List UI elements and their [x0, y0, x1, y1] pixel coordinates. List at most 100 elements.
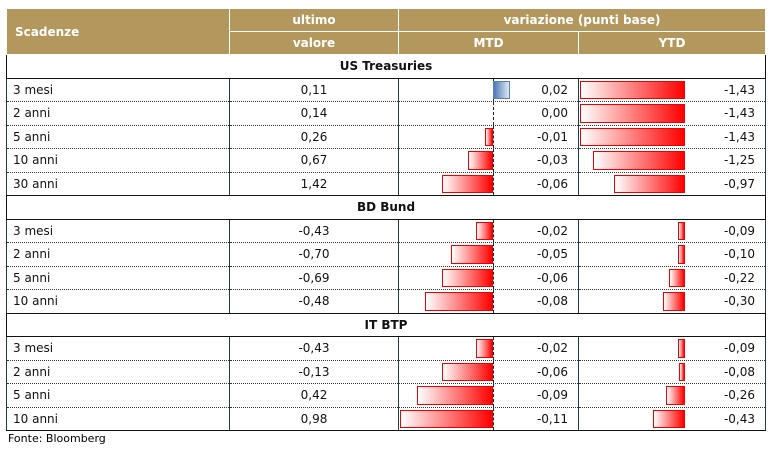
header-variazione: variazione (punti base): [397, 8, 767, 32]
mtd-axis: [493, 407, 494, 430]
mtd-value: -0,08: [536, 294, 568, 308]
mtd-value: -0,02: [536, 341, 568, 355]
ytd-value: -0,08: [723, 364, 756, 379]
mtd-cell: -0,02: [398, 336, 579, 361]
source-note: Fonte: Bloomberg: [8, 432, 106, 445]
mtd-value: -0,06: [536, 364, 568, 379]
section-header: IT BTP: [5, 312, 767, 337]
ytd-bar: [665, 386, 685, 405]
ytd-bar: [593, 151, 685, 170]
last-value: 0,14: [229, 101, 399, 126]
table-row: 10 anni -0,48 -0,08 -0,30: [6, 289, 767, 314]
ytd-cell: -0,09: [577, 336, 767, 361]
mtd-cell: -0,08: [398, 289, 579, 314]
mtd-bar: [442, 268, 493, 287]
mtd-value: -0,06: [536, 270, 568, 285]
mtd-bar: [493, 80, 510, 99]
mtd-axis: [493, 219, 494, 242]
ytd-bar: [613, 174, 685, 193]
table-row: 5 anni 0,26 -0,01 -1,43: [6, 125, 767, 149]
ytd-value: -1,43: [723, 106, 756, 120]
ytd-value: -0,09: [723, 341, 756, 355]
ytd-bar: [678, 339, 685, 358]
mtd-value: 0,00: [541, 106, 568, 120]
ytd-cell: -0,09: [577, 219, 767, 243]
mtd-bar: [467, 151, 493, 170]
mtd-value: -0,06: [536, 176, 568, 191]
header-ytd: YTD: [577, 31, 767, 55]
ytd-bar: [580, 127, 685, 146]
mtd-cell: -0,09: [398, 383, 579, 408]
mtd-axis: [493, 243, 494, 266]
maturity-label: 10 anni: [6, 407, 230, 431]
maturity-label: 5 anni: [6, 125, 230, 149]
mtd-axis: [493, 102, 494, 125]
ytd-bar: [580, 80, 685, 99]
mtd-axis: [493, 337, 494, 360]
ytd-cell: -0,08: [577, 360, 767, 384]
ytd-cell: -0,22: [577, 266, 767, 290]
ytd-bar: [677, 245, 685, 264]
ytd-cell: -0,43: [577, 407, 767, 431]
ytd-value: -1,25: [723, 153, 756, 167]
mtd-cell: -0,03: [398, 148, 579, 173]
mtd-cell: -0,06: [398, 266, 579, 290]
maturity-label: 10 anni: [6, 289, 230, 314]
mtd-axis: [493, 290, 494, 313]
last-value: -0,70: [229, 242, 399, 267]
table-row: 3 mesi -0,43 -0,02 -0,09: [6, 336, 767, 361]
ytd-value: -1,43: [723, 129, 756, 144]
mtd-axis: [493, 125, 494, 148]
table-row: 10 anni 0,67 -0,03 -1,25: [6, 148, 767, 173]
ytd-cell: -1,43: [577, 101, 767, 126]
last-value: 0,98: [229, 407, 399, 431]
yields-table: Scadenze ultimo variazione (punti base) …: [5, 8, 767, 431]
ytd-cell: -1,43: [577, 78, 767, 102]
mtd-cell: -0,01: [398, 125, 579, 149]
last-value: -0,69: [229, 266, 399, 290]
maturity-label: 2 anni: [6, 101, 230, 126]
ytd-bar: [678, 221, 685, 240]
section-header: BD Bund: [5, 195, 767, 220]
ytd-value: -0,22: [723, 270, 756, 285]
ytd-bar: [668, 268, 685, 287]
mtd-axis: [493, 360, 494, 383]
ytd-value: -0,97: [723, 176, 756, 191]
ytd-cell: -0,10: [577, 242, 767, 267]
mtd-bar: [400, 409, 493, 428]
last-value: -0,43: [229, 336, 399, 361]
ytd-cell: -0,30: [577, 289, 767, 314]
mtd-cell: 0,02: [398, 78, 579, 102]
mtd-cell: -0,05: [398, 242, 579, 267]
header-mtd: MTD: [398, 31, 579, 55]
mtd-bar: [442, 362, 493, 381]
ytd-value: -0,26: [723, 388, 756, 402]
maturity-label: 5 anni: [6, 266, 230, 290]
ytd-cell: -1,43: [577, 125, 767, 149]
mtd-bar: [484, 127, 493, 146]
last-value: -0,13: [229, 360, 399, 384]
maturity-label: 10 anni: [6, 148, 230, 173]
ytd-bar: [679, 362, 685, 381]
mtd-axis: [493, 172, 494, 195]
mtd-value: -0,05: [536, 247, 568, 261]
ytd-bar: [653, 409, 685, 428]
last-value: -0,43: [229, 219, 399, 243]
ytd-bar: [662, 292, 685, 311]
maturity-label: 2 anni: [6, 360, 230, 384]
ytd-cell: -0,97: [577, 172, 767, 196]
table-row: 5 anni 0,42 -0,09 -0,26: [6, 383, 767, 408]
table-row: 2 anni -0,13 -0,06 -0,08: [6, 360, 767, 384]
mtd-value: -0,02: [536, 223, 568, 238]
section-header: US Treasuries: [5, 54, 767, 79]
mtd-axis: [493, 384, 494, 407]
table-row: 3 mesi -0,43 -0,02 -0,09: [6, 219, 767, 243]
ytd-value: -0,09: [723, 223, 756, 238]
last-value: 1,42: [229, 172, 399, 196]
last-value: 0,67: [229, 148, 399, 173]
maturity-label: 3 mesi: [6, 336, 230, 361]
last-value: 0,11: [229, 78, 399, 102]
mtd-value: 0,02: [541, 82, 568, 97]
ytd-value: -0,43: [723, 411, 756, 426]
mtd-cell: 0,00: [398, 101, 579, 126]
